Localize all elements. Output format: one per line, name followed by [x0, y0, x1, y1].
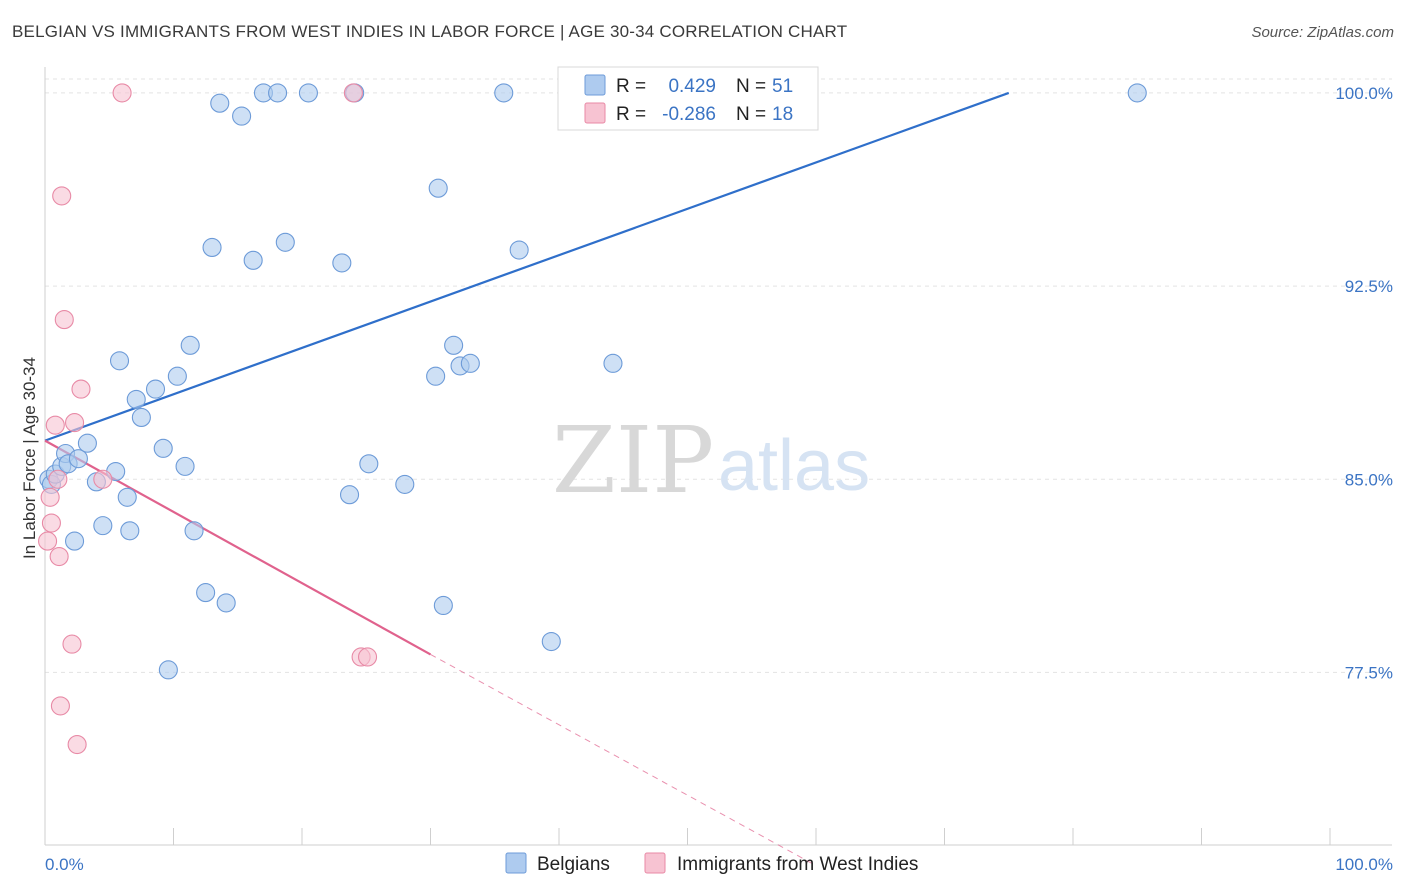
point-belgians: [109, 351, 130, 371]
point-belgians: [202, 237, 222, 257]
stats-legend-swatch-west-indies: [584, 102, 606, 124]
trend-line-belgians: [44, 91, 1010, 442]
point-belgians: [145, 379, 166, 399]
stats-legend-n-value-belgians: 51: [772, 76, 793, 97]
point-west-indies: [50, 696, 70, 716]
point-belgians: [216, 593, 236, 613]
x-tick-label-min: 0.0%: [45, 855, 84, 874]
point-west-indies: [93, 469, 113, 489]
point-belgians: [232, 106, 252, 126]
point-belgians: [117, 487, 137, 507]
point-west-indies: [71, 379, 91, 399]
trend-extension-west-indies: [430, 653, 817, 867]
y-tick-label: 100.0%: [1335, 84, 1393, 103]
watermark-atlas: atlas: [718, 426, 870, 506]
point-belgians: [158, 660, 178, 680]
point-west-indies: [343, 83, 363, 103]
point-west-indies: [45, 415, 65, 435]
point-west-indies: [48, 469, 68, 489]
point-belgians: [428, 178, 448, 198]
tick-labels: 77.5% 85.0% 92.5% 100.0% 0.0% 100.0%: [45, 84, 1393, 874]
point-belgians: [444, 335, 464, 355]
y-tick-label: 85.0%: [1345, 470, 1393, 489]
source-label: Source: ZipAtlas.com: [1251, 24, 1394, 41]
point-belgians: [184, 521, 204, 541]
x-tick-label-max: 100.0%: [1335, 855, 1393, 874]
point-belgians: [339, 485, 360, 505]
series-legend: Belgians Immigrants from West Indies: [505, 852, 918, 875]
point-belgians: [180, 335, 200, 355]
point-belgians: [77, 433, 97, 453]
legend-label-west-indies: Immigrants from West Indies: [677, 854, 918, 875]
point-west-indies: [67, 734, 87, 755]
point-belgians: [65, 531, 85, 551]
point-west-indies: [41, 513, 61, 533]
point-west-indies: [112, 83, 132, 103]
point-belgians: [196, 583, 216, 603]
point-belgians: [167, 366, 187, 386]
point-belgians: [1127, 83, 1147, 103]
chart-title: BELGIAN VS IMMIGRANTS FROM WEST INDIES I…: [12, 22, 848, 41]
legend-swatch-belgians: [505, 852, 527, 874]
point-belgians: [298, 83, 318, 103]
point-west-indies: [49, 546, 69, 567]
point-belgians: [426, 366, 446, 386]
stats-legend-swatch-belgians: [584, 74, 606, 96]
point-west-indies: [357, 647, 378, 667]
point-belgians: [460, 353, 480, 373]
point-belgians: [153, 438, 173, 458]
axes: [44, 67, 1392, 846]
point-west-indies: [52, 186, 72, 206]
y-tick-label: 92.5%: [1345, 277, 1393, 296]
point-belgians: [509, 240, 529, 260]
point-west-indies: [38, 531, 58, 551]
point-belgians: [395, 474, 415, 494]
point-belgians: [175, 456, 195, 476]
data-points: [38, 83, 1147, 755]
stats-legend-n-label-2: N =: [736, 104, 766, 125]
point-belgians: [494, 83, 514, 103]
point-belgians: [332, 253, 352, 273]
point-belgians: [243, 250, 263, 270]
point-belgians: [68, 449, 88, 469]
point-west-indies: [40, 487, 60, 507]
watermark-zip: ZIP: [552, 407, 714, 514]
stats-legend-n-label: N =: [736, 76, 766, 97]
point-belgians: [120, 521, 140, 541]
point-belgians: [131, 407, 151, 427]
watermark: ZIP atlas: [552, 407, 870, 514]
point-belgians: [359, 454, 379, 474]
point-belgians: [93, 516, 113, 536]
point-belgians: [126, 389, 146, 409]
stats-legend-n-value-west-indies: 18: [772, 104, 793, 125]
stats-legend-r-value-west-indies: -0.286: [662, 104, 716, 125]
point-west-indies: [54, 310, 74, 330]
grid-lines: [45, 78, 1392, 673]
point-west-indies: [65, 413, 85, 433]
point-belgians: [433, 595, 453, 616]
y-axis-label: In Labor Force | Age 30-34: [20, 357, 39, 559]
point-belgians: [210, 93, 230, 113]
point-belgians: [541, 631, 561, 652]
point-west-indies: [62, 634, 82, 654]
point-belgians: [275, 232, 295, 252]
stats-legend-r-label-2: R =: [616, 104, 646, 125]
stats-legend-r-value-belgians: 0.429: [668, 76, 716, 97]
y-tick-label: 77.5%: [1345, 663, 1393, 682]
stats-legend: R = 0.429 N = 51 R = -0.286 N = 18: [557, 66, 819, 131]
legend-swatch-west-indies: [644, 852, 666, 874]
stats-legend-r-label: R =: [616, 76, 646, 97]
point-belgians: [603, 353, 623, 373]
legend-label-belgians: Belgians: [537, 854, 610, 875]
point-belgians: [268, 83, 288, 103]
